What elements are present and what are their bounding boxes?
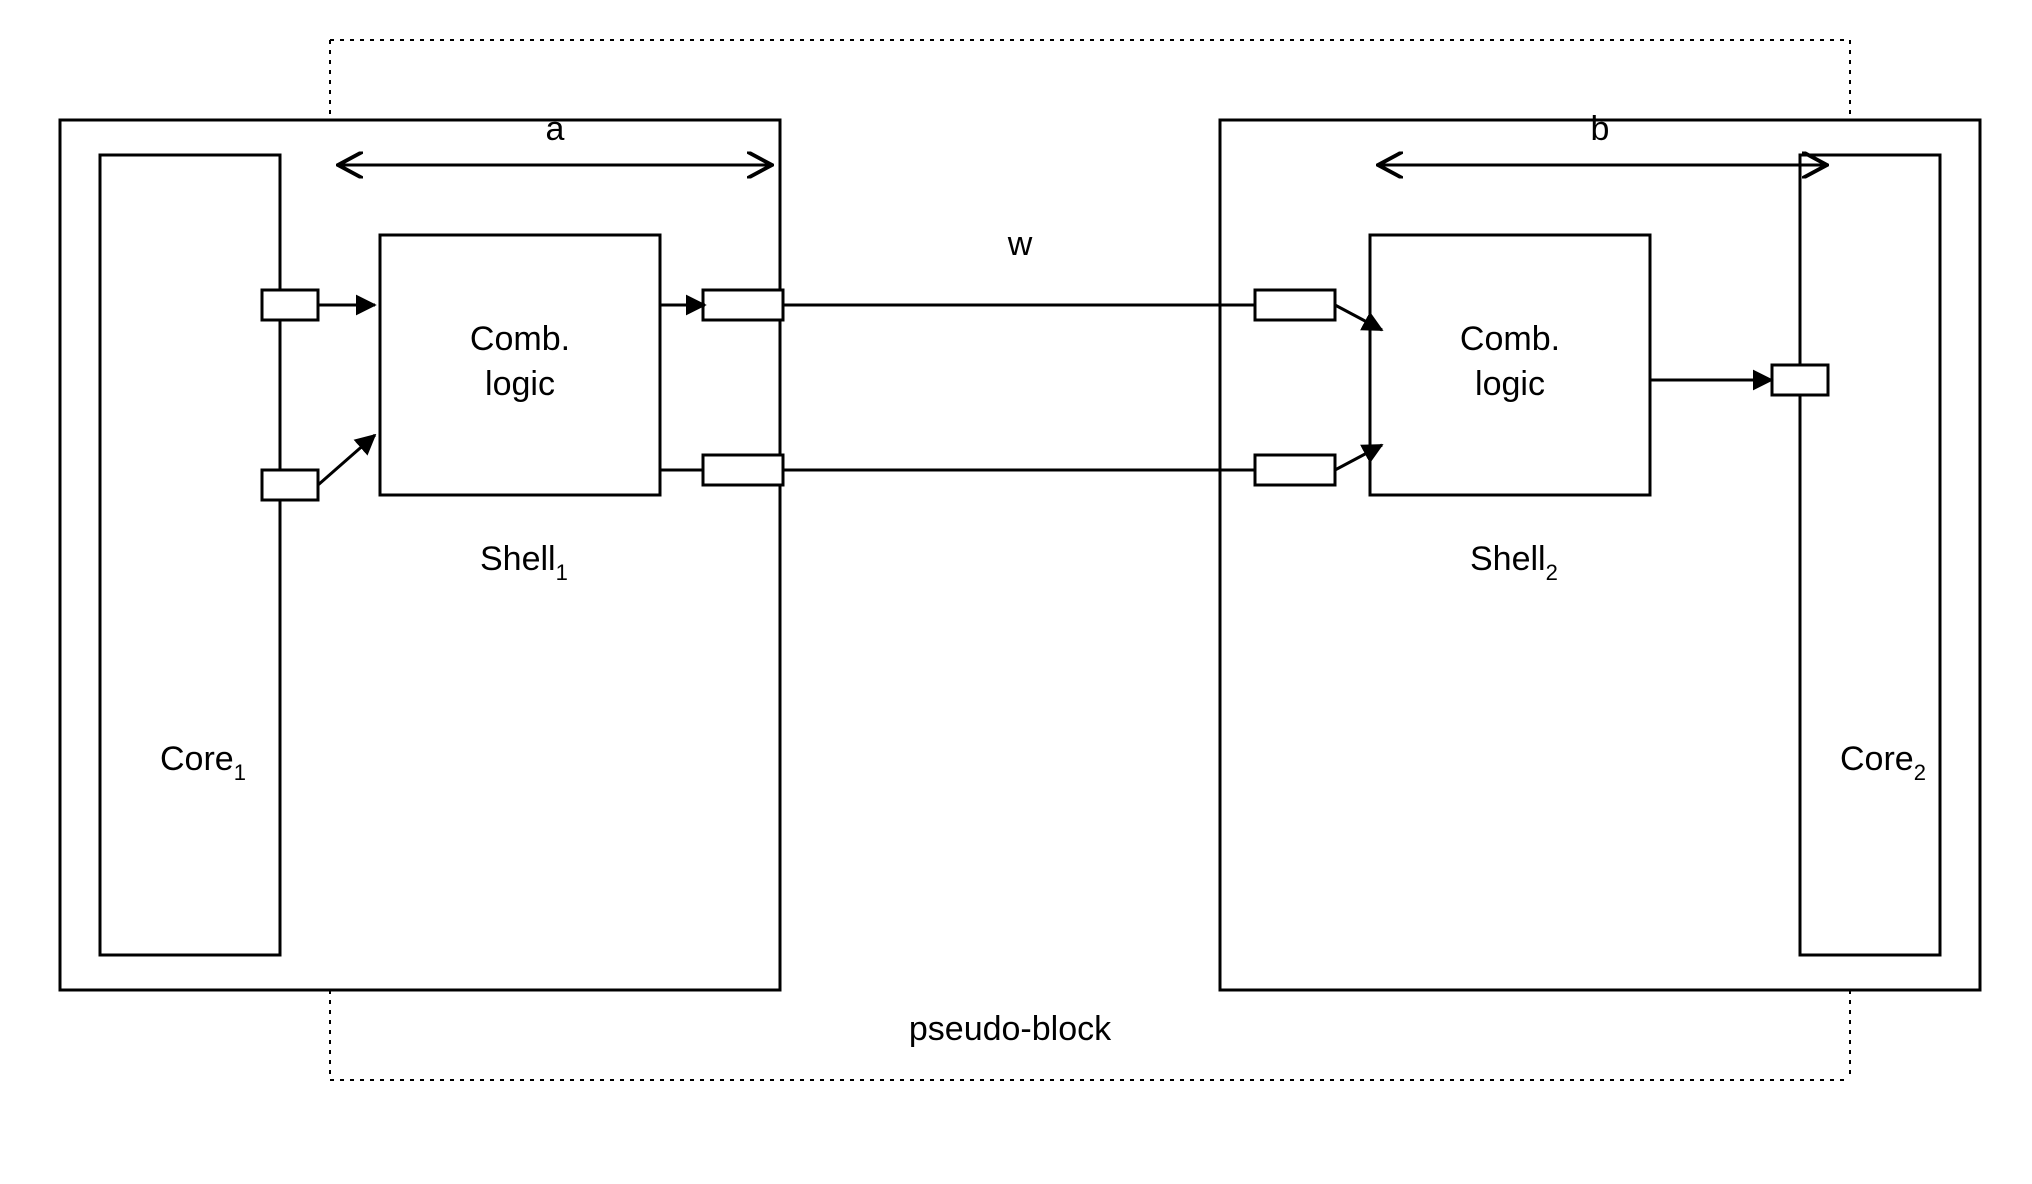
- core-1: [100, 155, 280, 955]
- label-b: b: [1591, 110, 1610, 148]
- label-comb2-line2: logic: [1475, 365, 1545, 403]
- label-comb1-line1: Comb.: [470, 320, 570, 358]
- port-core2: [1772, 365, 1828, 395]
- port-mid2-top: [1255, 290, 1335, 320]
- label-pseudo-block: pseudo-block: [909, 1010, 1112, 1048]
- port-mid2-bot: [1255, 455, 1335, 485]
- port-mid1-top: [703, 290, 783, 320]
- port-core1-top: [262, 290, 318, 320]
- label-comb1-line2: logic: [485, 365, 555, 403]
- label-comb2-line1: Comb.: [1460, 320, 1560, 358]
- label-a: a: [546, 110, 565, 148]
- core-2: [1800, 155, 1940, 955]
- port-mid1-bot: [703, 455, 783, 485]
- port-core1-bot: [262, 470, 318, 500]
- label-w: w: [1007, 225, 1033, 263]
